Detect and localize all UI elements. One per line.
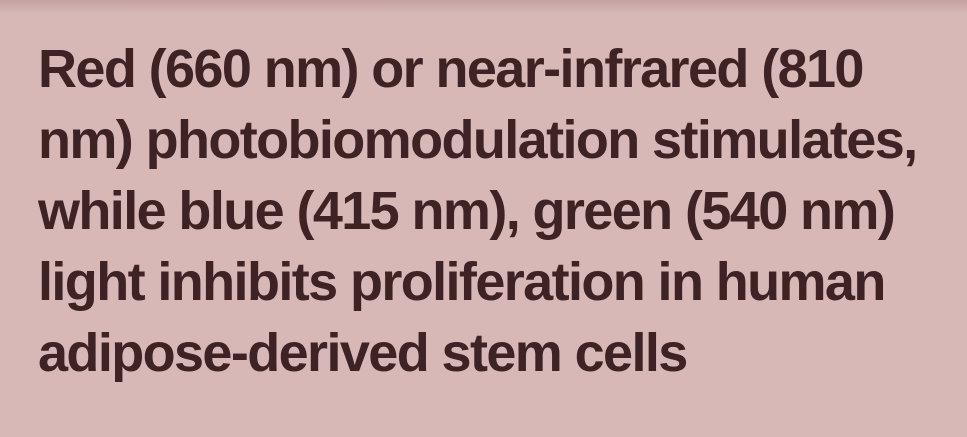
headline-line-5: adipose-derived stem cells: [38, 318, 938, 389]
headline-container: Red (660 nm) or near-infrared (810 nm) p…: [38, 34, 938, 389]
headline-line-2: nm) photobiomodulation stimulates,: [38, 105, 938, 176]
article-headline: Red (660 nm) or near-infrared (810 nm) p…: [38, 34, 938, 389]
top-shadow-divider: [0, 0, 967, 14]
headline-line-3: while blue (415 nm), green (540 nm): [38, 176, 938, 247]
headline-line-4: light inhibits proliferation in human: [38, 247, 938, 318]
headline-line-1: Red (660 nm) or near-infrared (810: [38, 34, 938, 105]
